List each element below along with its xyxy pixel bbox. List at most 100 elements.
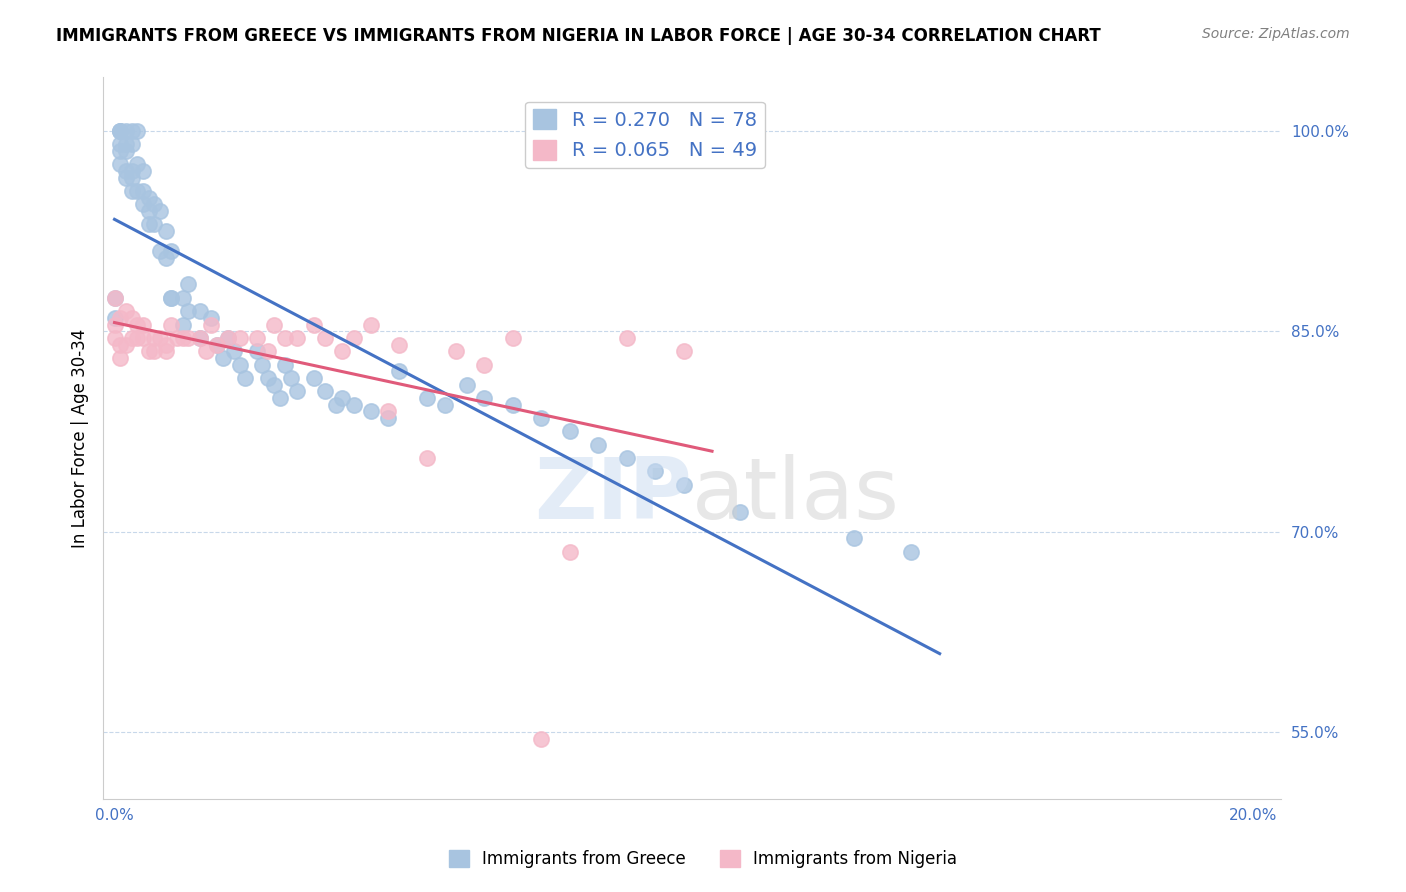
Point [274, 358, 297, 372]
Point [433, 398, 456, 412]
Point [177, 304, 200, 318]
Point [108, 144, 131, 158]
Point [188, 304, 211, 318]
Point [143, 218, 166, 232]
Point [730, 505, 752, 519]
Point [121, 137, 143, 152]
Point [155, 251, 177, 265]
Point [160, 291, 183, 305]
Point [149, 244, 172, 258]
Point [246, 331, 269, 345]
Point [263, 318, 285, 332]
Text: Source: ZipAtlas.com: Source: ZipAtlas.com [1202, 27, 1350, 41]
Point [138, 191, 160, 205]
Point [115, 164, 138, 178]
Point [388, 337, 411, 351]
Point [149, 331, 172, 345]
Point [388, 364, 411, 378]
Point [108, 124, 131, 138]
Point [143, 344, 166, 359]
Point [330, 344, 353, 359]
Point [172, 291, 194, 305]
Point [330, 391, 353, 405]
Point [502, 331, 524, 345]
Point [132, 164, 155, 178]
Legend: Immigrants from Greece, Immigrants from Nigeria: Immigrants from Greece, Immigrants from … [443, 843, 963, 875]
Point [228, 358, 250, 372]
Point [138, 344, 160, 359]
Point [235, 371, 257, 385]
Point [155, 344, 177, 359]
Point [108, 157, 131, 171]
Point [205, 337, 228, 351]
Point [160, 244, 183, 258]
Point [228, 331, 250, 345]
Point [108, 137, 131, 152]
Point [108, 124, 131, 138]
Point [900, 544, 922, 558]
Point [160, 291, 183, 305]
Point [269, 391, 291, 405]
Point [121, 310, 143, 325]
Point [342, 398, 364, 412]
Point [127, 124, 149, 138]
Point [177, 277, 200, 292]
Point [474, 391, 496, 405]
Point [644, 465, 666, 479]
Point [285, 331, 308, 345]
Point [205, 337, 228, 351]
Point [257, 344, 280, 359]
Point [132, 331, 155, 345]
Y-axis label: In Labor Force | Age 30-34: In Labor Force | Age 30-34 [72, 328, 89, 548]
Point [342, 331, 364, 345]
Point [121, 170, 143, 185]
Point [360, 318, 382, 332]
Point [138, 204, 160, 219]
Point [416, 391, 439, 405]
Point [155, 224, 177, 238]
Point [132, 197, 155, 211]
Point [246, 344, 269, 359]
Point [132, 184, 155, 198]
Point [211, 351, 233, 365]
Point [160, 318, 183, 332]
Point [103, 291, 125, 305]
Point [108, 351, 131, 365]
Point [200, 310, 222, 325]
Point [302, 318, 325, 332]
Point [177, 331, 200, 345]
Point [474, 358, 496, 372]
Point [844, 531, 866, 545]
Point [217, 331, 239, 345]
Legend: R = 0.270   N = 78, R = 0.065   N = 49: R = 0.270 N = 78, R = 0.065 N = 49 [526, 102, 765, 168]
Point [115, 124, 138, 138]
Point [115, 304, 138, 318]
Point [285, 384, 308, 399]
Point [263, 377, 285, 392]
Point [121, 124, 143, 138]
Point [586, 438, 609, 452]
Point [274, 331, 297, 345]
Point [172, 331, 194, 345]
Point [115, 137, 138, 152]
Point [252, 358, 274, 372]
Point [302, 371, 325, 385]
Point [200, 318, 222, 332]
Point [121, 184, 143, 198]
Point [188, 331, 211, 345]
Text: ZIP: ZIP [534, 454, 692, 537]
Point [132, 318, 155, 332]
Point [166, 331, 188, 345]
Point [188, 331, 211, 345]
Point [149, 204, 172, 219]
Point [143, 197, 166, 211]
Point [155, 337, 177, 351]
Point [103, 310, 125, 325]
Point [616, 451, 638, 466]
Point [444, 344, 467, 359]
Point [222, 344, 245, 359]
Point [616, 331, 638, 345]
Point [558, 544, 581, 558]
Point [108, 124, 131, 138]
Point [217, 331, 239, 345]
